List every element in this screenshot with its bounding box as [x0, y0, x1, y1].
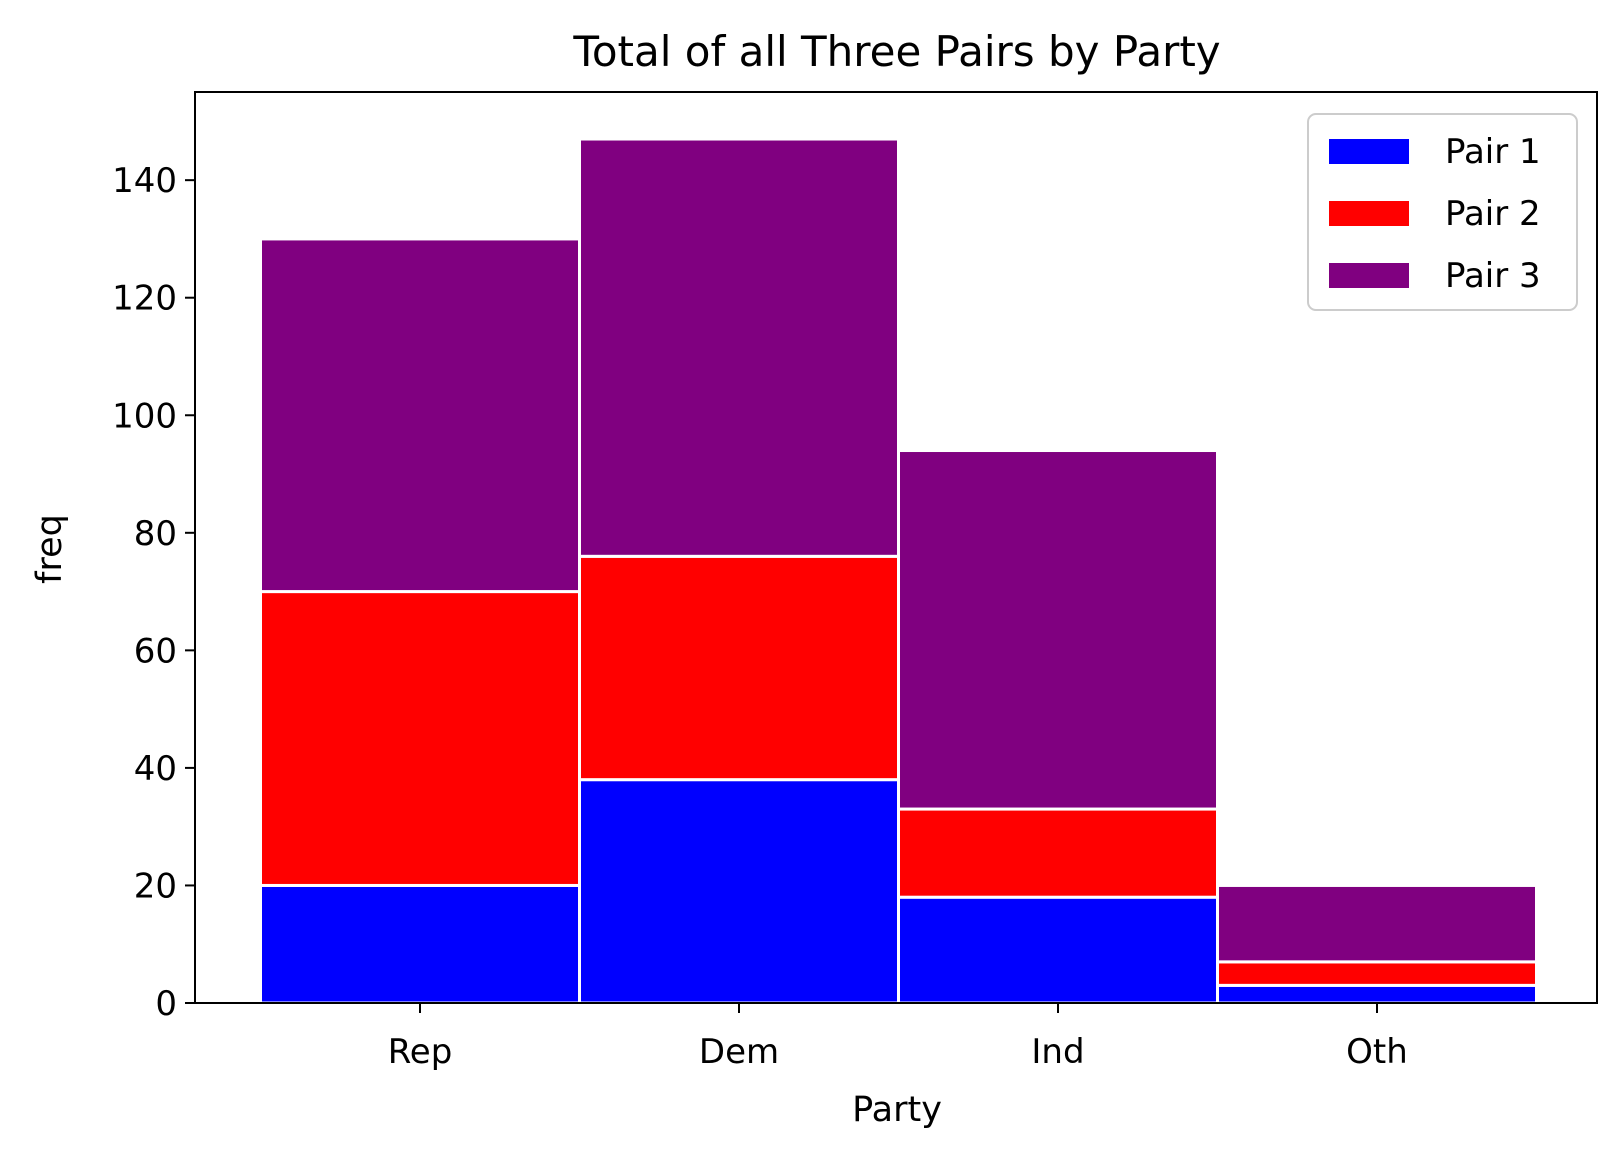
legend-swatch-pair-2 — [1329, 201, 1409, 226]
plot-frame — [194, 91, 1598, 1004]
x-tick-label-ind: Ind — [1031, 1032, 1084, 1072]
y-tick-label-40: 40 — [134, 749, 177, 789]
bar-dem-pair-1 — [578, 778, 900, 1005]
y-tick-label-120: 120 — [112, 279, 177, 319]
x-tick-label-dem: Dem — [699, 1032, 779, 1072]
legend-label-pair-1: Pair 1 — [1445, 132, 1541, 172]
bar-oth-pair-1 — [1216, 983, 1538, 1005]
bar-rep-pair-3 — [259, 237, 581, 594]
bar-ind-pair-2 — [897, 807, 1219, 899]
axes-layer: 0 20 40 60 80 100 120 140 Rep Dem Ind Oth — [112, 91, 1598, 1072]
bar-rep-pair-1 — [259, 883, 581, 1005]
y-axis-label: freq — [30, 514, 70, 584]
legend-swatch-pair-1 — [1329, 139, 1409, 164]
legend: Pair 1 Pair 2 Pair 3 — [1307, 113, 1578, 311]
y-tick-label-20: 20 — [134, 866, 177, 906]
bar-oth-pair-2 — [1216, 960, 1538, 987]
y-tick-label-100: 100 — [112, 396, 177, 436]
legend-label-pair-3: Pair 3 — [1445, 256, 1541, 296]
legend-label-pair-2: Pair 2 — [1445, 194, 1541, 234]
bar-rep-pair-2 — [259, 590, 581, 887]
x-tick-label-oth: Oth — [1346, 1032, 1408, 1072]
bars-layer — [259, 137, 1538, 1005]
y-tick-label-0: 0 — [155, 984, 177, 1024]
bar-oth-pair-3 — [1216, 883, 1538, 964]
x-tick-label-rep: Rep — [388, 1032, 453, 1072]
y-tick-label-140: 140 — [112, 161, 177, 201]
y-tick-label-80: 80 — [134, 514, 177, 554]
bar-ind-pair-1 — [897, 895, 1219, 1005]
y-tick-label-60: 60 — [134, 631, 177, 671]
bar-dem-pair-3 — [578, 137, 900, 558]
chart-title: Total of all Three Pairs by Party — [572, 27, 1220, 76]
bar-ind-pair-3 — [897, 449, 1219, 811]
bar-dem-pair-2 — [578, 554, 900, 782]
legend-swatch-pair-3 — [1329, 263, 1409, 288]
x-axis-label: Party — [852, 1090, 942, 1130]
